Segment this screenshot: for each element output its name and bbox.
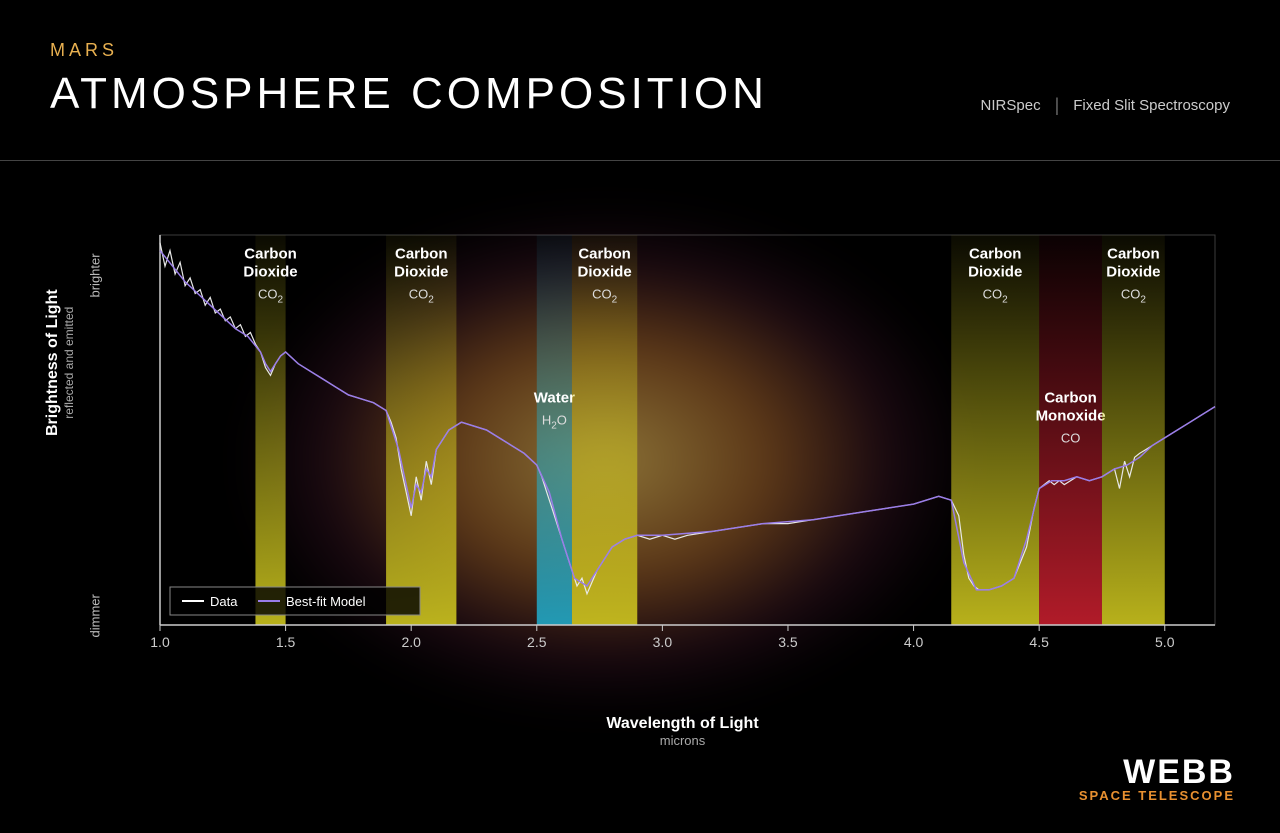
band-label: Carbon xyxy=(578,245,631,262)
band-label: Dioxide xyxy=(578,263,632,280)
band-label: Water xyxy=(534,390,575,407)
band-label: Dioxide xyxy=(243,263,297,280)
band-label: Dioxide xyxy=(1106,263,1160,280)
x-tick-label: 3.5 xyxy=(778,634,798,650)
logo-main: WEBB xyxy=(1079,757,1235,788)
band-label: Carbon xyxy=(969,245,1022,262)
band-formula: CO xyxy=(1061,431,1081,446)
x-tick-label: 2.5 xyxy=(527,634,547,650)
legend-label: Best-fit Model xyxy=(286,594,366,609)
x-tick-label: 3.0 xyxy=(653,634,673,650)
eyebrow-text: MARS xyxy=(50,40,1230,61)
band-label: Monoxide xyxy=(1036,408,1106,425)
header-meta: NIRSpec | Fixed Slit Spectroscopy xyxy=(981,95,1230,116)
logo-sub: SPACE TELESCOPE xyxy=(1079,788,1235,803)
band-label: Carbon xyxy=(244,245,297,262)
x-tick-label: 4.0 xyxy=(904,634,924,650)
spectrum-chart: CarbonDioxideCO2CarbonDioxideCO2WaterH2O… xyxy=(140,225,1225,665)
band-label: Dioxide xyxy=(394,263,448,280)
y-high-label: brighter xyxy=(88,253,103,297)
x-tick-label: 1.5 xyxy=(276,634,296,650)
y-low-label: dimmer xyxy=(88,594,103,637)
band-label: Carbon xyxy=(1107,245,1160,262)
band-label: Carbon xyxy=(1044,390,1097,407)
technique-name: Fixed Slit Spectroscopy xyxy=(1073,97,1230,114)
instrument-name: NIRSpec xyxy=(981,97,1041,114)
x-axis-label: Wavelength of Light microns xyxy=(140,715,1225,748)
band-label: Carbon xyxy=(395,245,448,262)
x-axis-unit: microns xyxy=(140,733,1225,748)
x-tick-label: 2.0 xyxy=(401,634,421,650)
y-axis-label: Brightness of Light reflected and emitte… xyxy=(44,289,76,436)
x-tick-label: 1.0 xyxy=(150,634,170,650)
x-tick-label: 5.0 xyxy=(1155,634,1175,650)
x-axis-title: Wavelength of Light xyxy=(140,715,1225,733)
header-divider xyxy=(0,160,1280,161)
separator: | xyxy=(1055,95,1060,116)
band-label: Dioxide xyxy=(968,263,1022,280)
legend-label: Data xyxy=(210,594,238,609)
webb-logo: WEBB SPACE TELESCOPE xyxy=(1079,757,1235,803)
x-tick-label: 4.5 xyxy=(1029,634,1049,650)
y-axis-title: Brightness of Light xyxy=(44,289,62,436)
y-axis-subtitle: reflected and emitted xyxy=(62,289,76,436)
